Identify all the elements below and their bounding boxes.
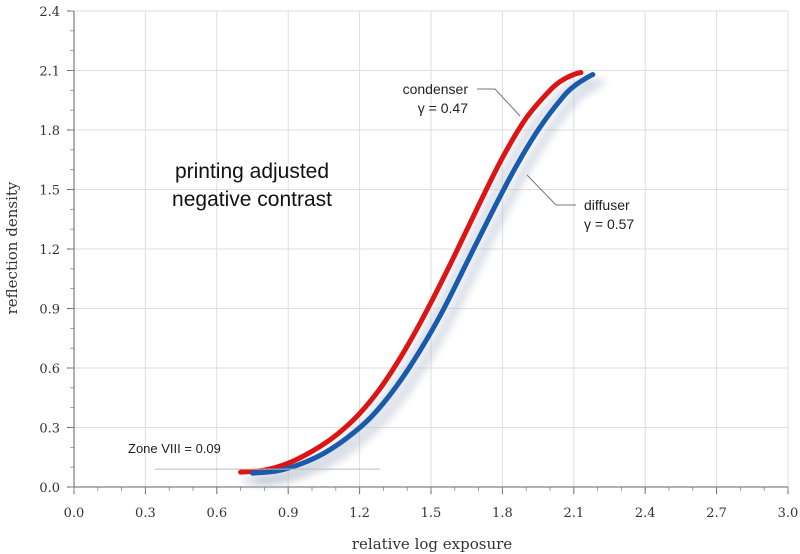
diffuser-leader xyxy=(526,174,576,206)
y-tick-label: 2.1 xyxy=(39,65,60,80)
diffuser-label: diffuser xyxy=(584,197,630,213)
x-tick-label: 1.8 xyxy=(492,506,513,521)
curve-shadow xyxy=(255,78,605,486)
x-tick-labels: 0.0 0.3 0.6 0.9 1.2 1.5 1.8 2.1 2.4 2.7 3.0 xyxy=(64,506,799,521)
curve-shadows xyxy=(243,76,605,486)
condenser-gamma: γ = 0.47 xyxy=(418,100,468,116)
curve-shadow xyxy=(243,76,593,485)
annotation-leaders xyxy=(155,88,576,470)
series-condenser-line xyxy=(238,70,584,475)
y-tick-label: 1.2 xyxy=(39,243,60,258)
y-tick-label: 0.6 xyxy=(39,362,60,377)
y-tick-label: 0.9 xyxy=(39,303,60,318)
x-tick-label: 0.3 xyxy=(135,506,156,521)
x-axis-title: relative log exposure xyxy=(352,535,512,553)
y-tick-label: 1.8 xyxy=(39,124,60,139)
y-tick-label: 2.4 xyxy=(39,5,60,20)
zone-label: Zone VIII = 0.09 xyxy=(128,441,221,456)
x-tick-label: 0.0 xyxy=(64,506,85,521)
condenser-leader xyxy=(477,88,521,117)
series-lines xyxy=(238,70,596,476)
axes xyxy=(67,10,789,494)
diffuser-gamma: γ = 0.57 xyxy=(584,216,634,232)
x-tick-label: 3.0 xyxy=(778,506,799,521)
x-tick-label: 1.2 xyxy=(349,506,370,521)
y-tick-labels: 0.0 0.3 0.6 0.9 1.2 1.5 1.8 2.1 2.4 xyxy=(39,5,60,496)
x-tick-label: 1.5 xyxy=(421,506,442,521)
x-tick-label: 0.6 xyxy=(206,506,227,521)
main-annotation-line2: negative contrast xyxy=(172,188,332,211)
y-axis-title: reflection density xyxy=(3,181,21,314)
y-tick-label: 0.3 xyxy=(39,422,60,437)
x-tick-label: 2.7 xyxy=(706,506,727,521)
y-tick-label: 1.5 xyxy=(39,184,60,199)
main-annotation-line1: printing adjusted xyxy=(175,160,329,183)
x-tick-label: 0.9 xyxy=(278,506,299,521)
y-tick-label: 0.0 xyxy=(39,481,60,496)
x-tick-label: 2.4 xyxy=(635,506,656,521)
x-tick-label: 2.1 xyxy=(563,506,584,521)
series-diffuser-line xyxy=(250,72,596,476)
condenser-label: condenser xyxy=(403,81,469,97)
